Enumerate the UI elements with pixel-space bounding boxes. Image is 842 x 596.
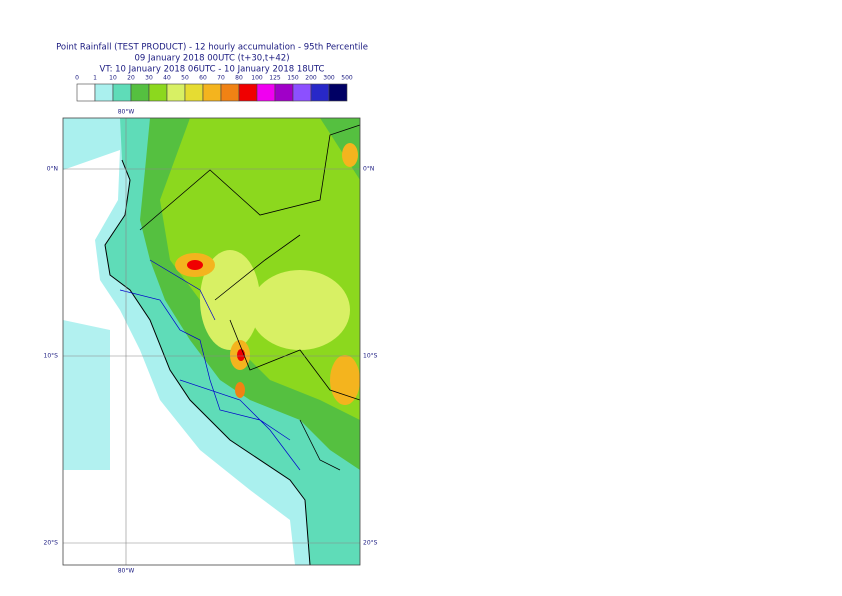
colorbar-box bbox=[256, 83, 276, 102]
colorbar-label: 50 bbox=[181, 75, 189, 82]
colorbar-label: 40 bbox=[163, 75, 171, 82]
rain-red bbox=[187, 260, 203, 270]
colorbar-label: 1 bbox=[93, 75, 97, 82]
lat-label: 10°S bbox=[363, 353, 378, 360]
lon-label: 80°W bbox=[118, 568, 135, 575]
colorbar-box bbox=[130, 83, 150, 102]
colorbar-box bbox=[202, 83, 222, 102]
colorbar-label: 20 bbox=[127, 75, 135, 82]
ocean-far bbox=[63, 150, 295, 565]
colorbar-box bbox=[292, 83, 312, 102]
colorbar-label: 70 bbox=[217, 75, 225, 82]
borders bbox=[139, 124, 360, 471]
title-line: VT: 10 January 2018 06UTC - 10 January 2… bbox=[100, 65, 325, 75]
colorbar-box bbox=[328, 83, 348, 102]
colorbar-box bbox=[112, 83, 132, 102]
colorbar-label: 0 bbox=[75, 75, 79, 82]
colorbar-box bbox=[220, 83, 240, 102]
colorbar-box bbox=[76, 83, 96, 102]
colorbar-label: 30 bbox=[145, 75, 153, 82]
lat-label: 0°N bbox=[363, 166, 374, 173]
rain-yellow bbox=[200, 250, 260, 350]
colorbar-label: 10 bbox=[109, 75, 117, 82]
colorbar: 0 1 10 20 30 40 50 60 70 80 100 125 150 200 300 500 bbox=[75, 75, 353, 102]
colorbar-box bbox=[238, 83, 258, 102]
lat-label: 10°S bbox=[44, 353, 59, 360]
colorbar-label: 500 bbox=[341, 75, 353, 82]
colorbar-label: 200 bbox=[305, 75, 317, 82]
title-line: Point Rainfall (TEST PRODUCT) - 12 hourl… bbox=[56, 43, 368, 53]
colorbar-label: 100 bbox=[251, 75, 263, 82]
colorbar-label: 60 bbox=[199, 75, 207, 82]
colorbar-box bbox=[148, 83, 168, 102]
colorbar-box bbox=[94, 83, 114, 102]
lat-label: 20°S bbox=[44, 540, 59, 547]
colorbar-label: 150 bbox=[287, 75, 299, 82]
colorbar-label: 125 bbox=[269, 75, 281, 82]
lat-label: 0°N bbox=[47, 166, 58, 173]
lat-label: 20°S bbox=[363, 540, 378, 547]
colorbar-box bbox=[274, 83, 294, 102]
colorbar-box bbox=[166, 83, 186, 102]
map bbox=[63, 118, 360, 565]
title-line: 09 January 2018 00UTC (t+30,t+42) bbox=[134, 54, 289, 64]
rain-orange bbox=[342, 143, 358, 167]
colorbar-box bbox=[310, 83, 330, 102]
colorbar-box bbox=[184, 83, 204, 102]
coastline bbox=[104, 159, 311, 565]
rain-orange bbox=[330, 355, 360, 405]
rain-yellow bbox=[250, 270, 350, 350]
lon-label: 80°W bbox=[118, 109, 135, 116]
ocean-band bbox=[63, 320, 110, 470]
colorbar-label: 80 bbox=[235, 75, 243, 82]
rain-orange bbox=[235, 382, 245, 398]
regions bbox=[119, 259, 301, 471]
colorbar-label: 300 bbox=[323, 75, 335, 82]
map-frame bbox=[62, 117, 361, 566]
